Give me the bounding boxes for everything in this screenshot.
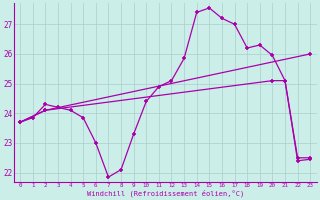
X-axis label: Windchill (Refroidissement éolien,°C): Windchill (Refroidissement éolien,°C)	[86, 189, 244, 197]
